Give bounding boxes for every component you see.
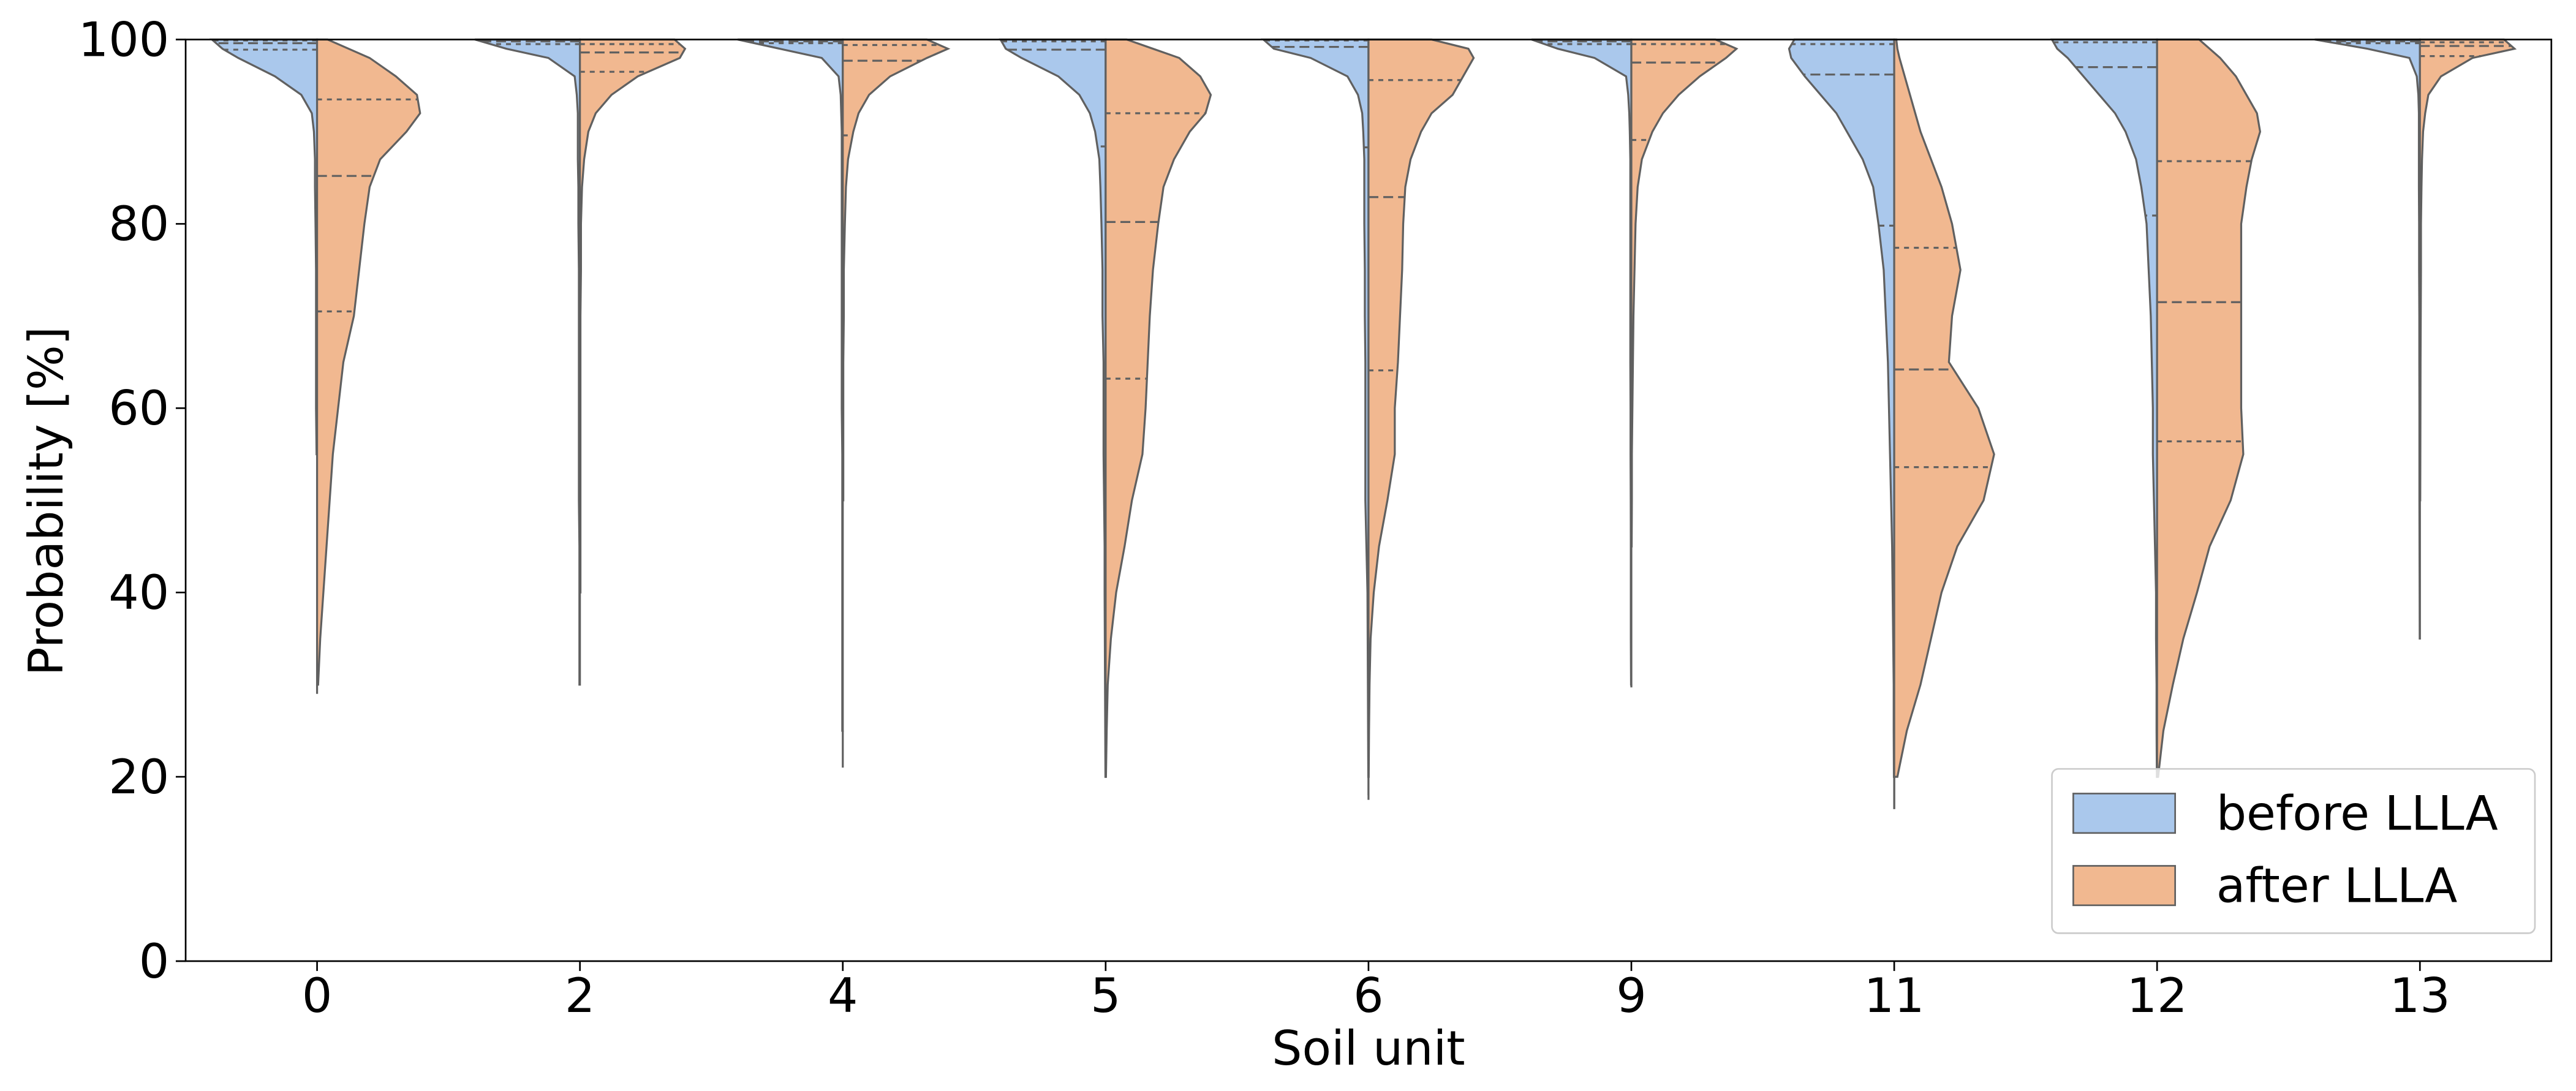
violin-half xyxy=(1105,38,1212,778)
violin-half xyxy=(737,38,844,732)
legend: before LLLA after LLLA xyxy=(2051,768,2536,934)
x-axis-label: Soil unit xyxy=(1272,1021,1465,1076)
x-tick-label: 5 xyxy=(1090,968,1120,1024)
y-axis-label: Probability [%] xyxy=(19,327,74,676)
legend-swatch xyxy=(2072,793,2176,834)
violin-half xyxy=(1260,38,1370,778)
plot-frame xyxy=(184,39,2553,962)
legend-label: after LLLA xyxy=(2216,858,2458,913)
violin-half xyxy=(2314,38,2421,640)
violin-half xyxy=(842,38,951,502)
x-tick-label: 9 xyxy=(1616,968,1646,1024)
y-tick-label: 100 xyxy=(78,12,169,67)
legend-swatch xyxy=(2072,865,2176,907)
violin-half xyxy=(209,38,319,456)
x-tick-label: 11 xyxy=(1864,968,1925,1024)
violin-half xyxy=(2156,38,2262,778)
legend-label: before LLLA xyxy=(2216,786,2498,841)
y-tick-label: 40 xyxy=(108,565,169,621)
violin-half xyxy=(1630,38,1739,548)
violin-half xyxy=(315,38,421,686)
x-tick-label: 13 xyxy=(2390,968,2450,1024)
y-tick-label: 20 xyxy=(108,750,169,805)
x-tick-label: 12 xyxy=(2127,968,2188,1024)
violin-half xyxy=(999,38,1107,778)
violin-half xyxy=(2419,38,2517,502)
y-tick-label: 60 xyxy=(108,381,169,436)
x-tick-label: 0 xyxy=(302,968,332,1024)
violin-half xyxy=(1893,38,1995,778)
violin-half xyxy=(1367,38,1475,778)
violin-half xyxy=(474,38,581,686)
y-tick-label: 80 xyxy=(108,197,169,252)
x-tick-label: 2 xyxy=(565,968,595,1024)
y-tick-label: 0 xyxy=(139,934,169,989)
x-tick-label: 4 xyxy=(828,968,858,1024)
violin-half xyxy=(2050,38,2158,778)
violin-half xyxy=(1788,38,1895,778)
violin-half xyxy=(1531,38,1633,686)
violin-half xyxy=(579,38,687,594)
x-tick-label: 6 xyxy=(1353,968,1383,1024)
